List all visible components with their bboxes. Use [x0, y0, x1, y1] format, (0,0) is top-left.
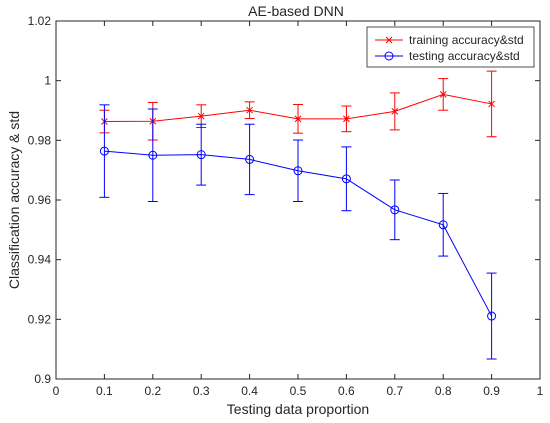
error-bar-testing — [341, 146, 352, 212]
data-point-testing — [293, 166, 303, 176]
x-tick-label: 0.5 — [290, 384, 307, 398]
y-tick-label: 1.02 — [28, 14, 52, 28]
y-tick-label: 0.98 — [28, 133, 52, 147]
y-tick-label: 0.94 — [28, 253, 52, 267]
data-point-testing — [438, 220, 448, 230]
x-tick-label: 0.9 — [483, 384, 500, 398]
chart-title: AE-based DNN — [248, 3, 344, 19]
marker-stroke — [294, 115, 302, 123]
y-tick-label: 0.92 — [28, 312, 52, 326]
data-point-testing — [487, 311, 497, 321]
error-bar-testing — [147, 108, 158, 202]
y-axis: 0.9 0.92 0.94 0.96 0.98 1 1.02 — [28, 14, 540, 386]
x-tick-label: 0 — [53, 384, 60, 398]
legend: training accuracy&std testing accuracy&s… — [366, 26, 535, 68]
x-tick-label: 1 — [537, 384, 544, 398]
error-bar-testing — [196, 123, 207, 186]
data-point-training — [197, 112, 205, 120]
x-axis: 0 0.1 0.2 0.3 0.4 0.5 0.6 0.7 0.8 0.9 1 — [53, 21, 544, 398]
marker-stroke — [343, 115, 350, 123]
error-bar-testing — [486, 272, 497, 360]
x-axis-title: Testing data proportion — [227, 401, 369, 417]
data-point-training — [391, 108, 399, 115]
x-tick-label: 0.7 — [386, 384, 403, 398]
data-point-testing — [148, 150, 158, 160]
data-point-testing — [99, 146, 109, 156]
marker-stroke — [246, 106, 253, 114]
legend-label-training: training accuracy&std — [409, 33, 524, 47]
data-point-testing — [245, 154, 255, 164]
legend-box — [366, 26, 535, 68]
x-tick-label: 0.1 — [96, 384, 113, 398]
error-bar-testing — [293, 139, 303, 202]
data-point-training — [294, 115, 302, 123]
data-point-training — [439, 91, 447, 98]
error-bar-testing — [244, 123, 255, 196]
series-layer — [99, 70, 497, 360]
y-tick-label: 0.9 — [34, 372, 51, 386]
error-bar-testing — [438, 192, 449, 257]
data-point-testing — [341, 174, 351, 184]
x-tick-label: 0.4 — [241, 384, 258, 398]
legend-marker-testing — [384, 51, 394, 61]
x-tick-label: 0.2 — [144, 384, 161, 398]
data-point-testing — [196, 150, 206, 160]
x-tick-label: 0.6 — [338, 384, 355, 398]
x-tick-label: 0.3 — [193, 384, 210, 398]
y-tick-label: 0.96 — [28, 193, 52, 207]
data-point-training — [343, 115, 350, 123]
marker-stroke — [391, 108, 399, 115]
y-axis-title: Classification accuracy & std — [6, 111, 22, 289]
series-training — [99, 70, 497, 141]
legend-label-testing: testing accuracy&std — [409, 49, 520, 63]
data-point-training — [488, 100, 495, 108]
series-testing — [99, 104, 497, 360]
legend-marker-training — [385, 36, 393, 44]
data-point-training — [246, 106, 253, 114]
error-bar-testing — [389, 179, 400, 241]
marker-stroke — [197, 112, 205, 120]
y-tick-label: 1 — [44, 74, 51, 88]
marker-stroke — [439, 91, 447, 98]
error-bar-testing — [99, 104, 110, 198]
data-point-testing — [390, 205, 400, 215]
x-tick-label: 0.8 — [435, 384, 452, 398]
marker-stroke — [488, 100, 495, 108]
